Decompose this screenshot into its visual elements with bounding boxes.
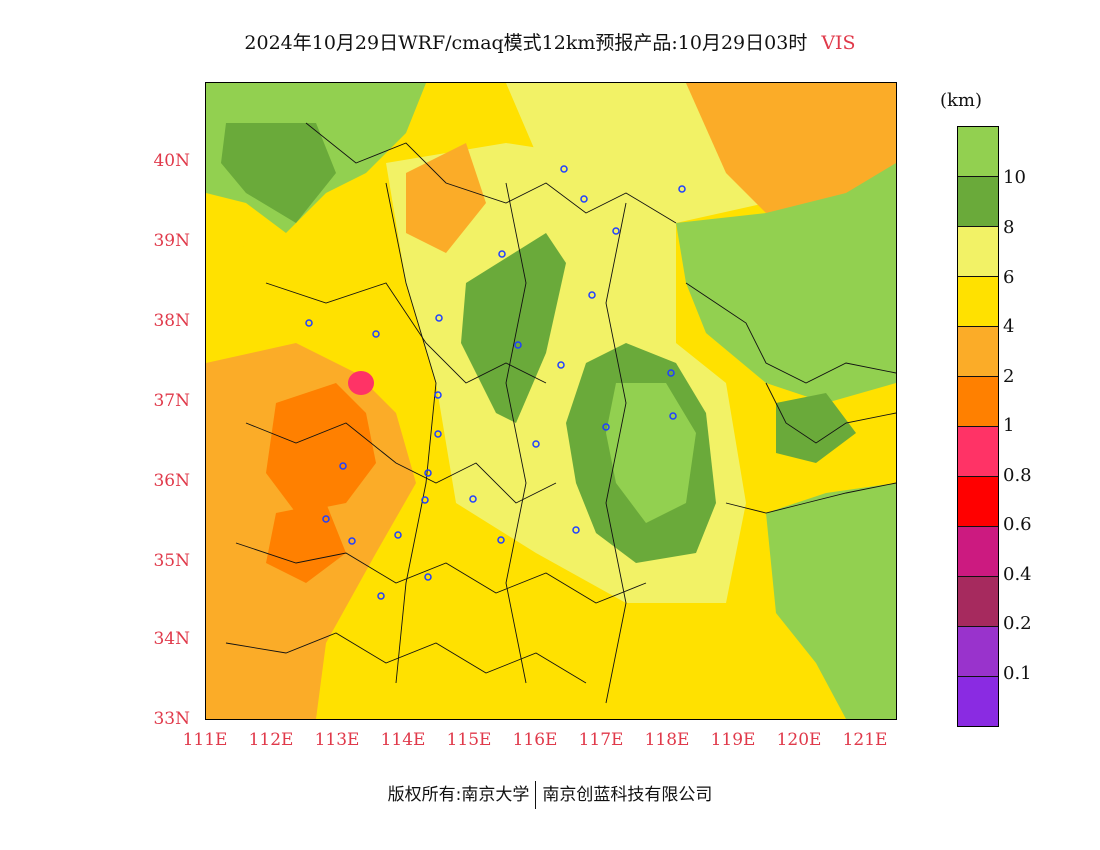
legend-swatch bbox=[958, 327, 998, 377]
legend-label: 0.8 bbox=[1003, 465, 1032, 486]
map-field bbox=[206, 83, 896, 719]
legend-swatch bbox=[958, 577, 998, 627]
lon-label-115e: 115E bbox=[446, 730, 492, 750]
legend-swatch bbox=[958, 377, 998, 427]
lat-label-40n: 40N bbox=[153, 151, 190, 171]
lon-label-119e: 119E bbox=[710, 730, 756, 750]
legend-label: 0.6 bbox=[1003, 514, 1032, 535]
lon-label-111e: 111E bbox=[182, 730, 228, 750]
legend-swatch bbox=[958, 627, 998, 677]
lat-label-39n: 39N bbox=[153, 231, 190, 251]
lon-label-114e: 114E bbox=[380, 730, 426, 750]
legend-label: 1 bbox=[1003, 415, 1015, 436]
copyright-text: 版权所有:南京大学 bbox=[387, 785, 530, 805]
lon-label-118e: 118E bbox=[644, 730, 690, 750]
lon-label-120e: 120E bbox=[776, 730, 822, 750]
legend-swatch bbox=[958, 127, 998, 177]
legend-swatch bbox=[958, 677, 998, 726]
title-main: 2024年10月29日WRF/cmaq模式12km预报产品:10月29日03时 bbox=[244, 32, 808, 54]
footer-separator bbox=[535, 781, 537, 809]
legend-label: 0.1 bbox=[1003, 663, 1032, 684]
lat-label-36n: 36N bbox=[153, 471, 190, 491]
legend-swatch bbox=[958, 277, 998, 327]
lat-label-33n: 33N bbox=[153, 709, 190, 729]
lat-label-38n: 38N bbox=[153, 311, 190, 331]
map-title: 2024年10月29日WRF/cmaq模式12km预报产品:10月29日03时 V… bbox=[0, 28, 1100, 55]
legend-label: 2 bbox=[1003, 366, 1015, 387]
lat-label-34n: 34N bbox=[153, 629, 190, 649]
lon-label-113e: 113E bbox=[314, 730, 360, 750]
legend-label: 0.2 bbox=[1003, 613, 1032, 634]
legend-label: 8 bbox=[1003, 217, 1015, 238]
lon-label-112e: 112E bbox=[248, 730, 294, 750]
title-variable: VIS bbox=[821, 32, 856, 54]
lon-label-116e: 116E bbox=[512, 730, 558, 750]
lon-label-121e: 121E bbox=[842, 730, 888, 750]
lat-label-37n: 37N bbox=[153, 391, 190, 411]
legend-swatch bbox=[958, 227, 998, 277]
lon-label-117e: 117E bbox=[578, 730, 624, 750]
company-text: 南京创蓝科技有限公司 bbox=[542, 785, 713, 805]
legend-label: 6 bbox=[1003, 267, 1015, 288]
legend-label: 10 bbox=[1003, 167, 1026, 188]
legend-swatch bbox=[958, 477, 998, 527]
lat-label-35n: 35N bbox=[153, 551, 190, 571]
color-legend bbox=[957, 126, 999, 727]
copyright-footer: 版权所有:南京大学 南京创蓝科技有限公司 bbox=[0, 780, 1100, 809]
legend-swatch bbox=[958, 177, 998, 227]
legend-unit: (km) bbox=[940, 90, 983, 111]
legend-swatch bbox=[958, 427, 998, 477]
legend-label: 4 bbox=[1003, 316, 1015, 337]
legend-label: 0.4 bbox=[1003, 564, 1032, 585]
visibility-map bbox=[205, 82, 897, 720]
legend-swatch bbox=[958, 527, 998, 577]
